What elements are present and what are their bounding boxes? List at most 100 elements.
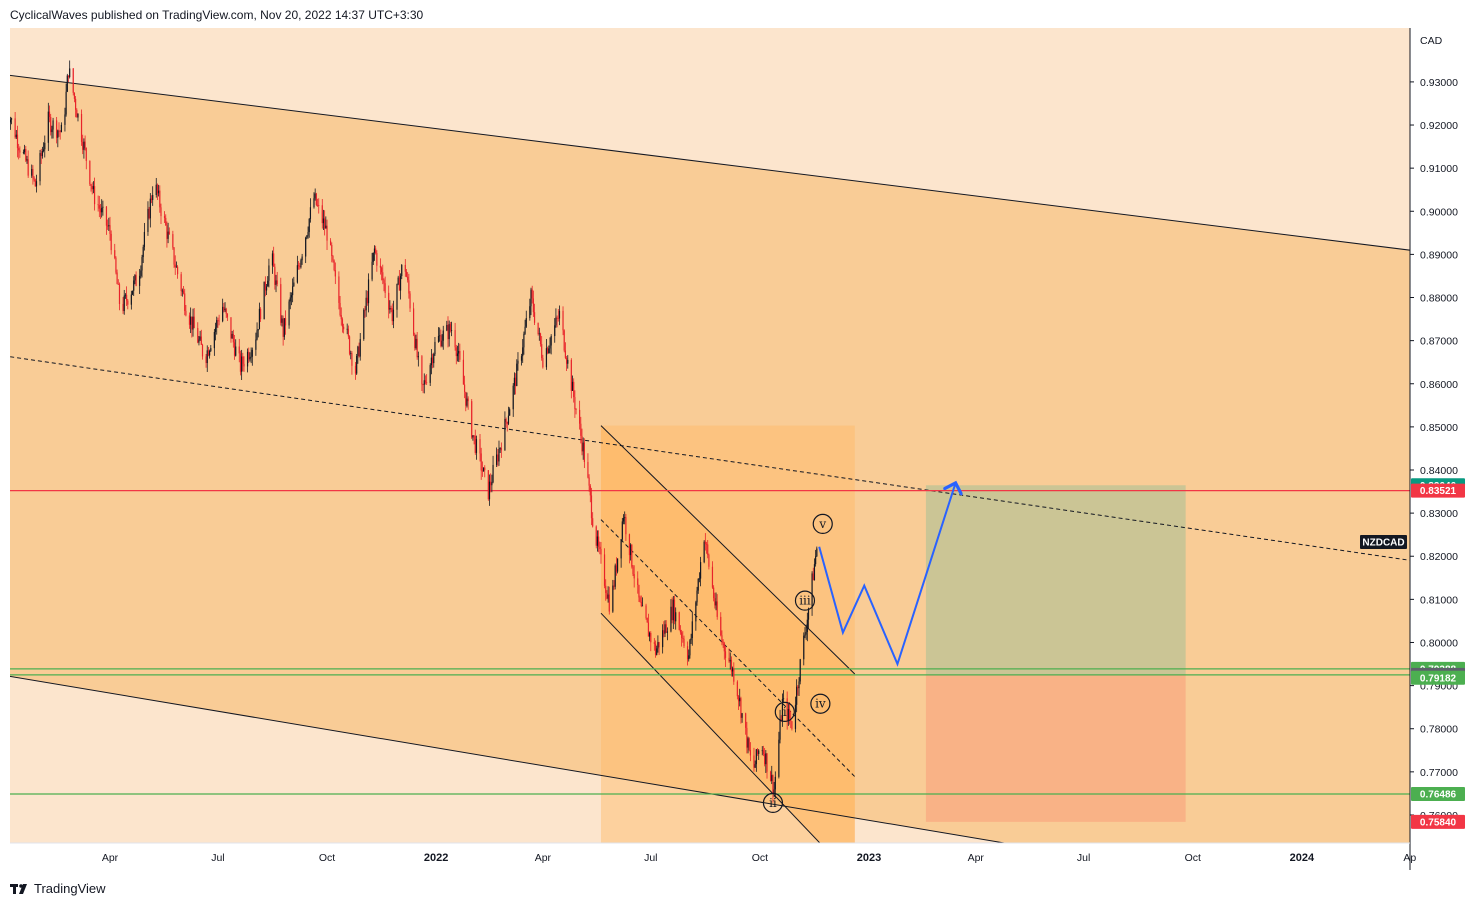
candle-body — [621, 521, 623, 540]
candle-body — [366, 297, 368, 304]
candle-body — [243, 363, 245, 367]
candle-body — [98, 205, 100, 209]
candle-body — [522, 347, 524, 357]
candle-body — [239, 353, 242, 372]
candle-body — [280, 284, 282, 323]
candle-body — [379, 265, 381, 268]
candle-body — [140, 270, 142, 276]
candle-body — [185, 310, 187, 316]
candle-body — [321, 205, 323, 224]
wave-projection-path[interactable] — [818, 483, 955, 667]
candle-body — [109, 225, 111, 234]
y-tick-label: 0.83000 — [1420, 508, 1458, 520]
candle-body — [257, 329, 259, 331]
candle-body — [332, 256, 334, 261]
candle-body — [139, 275, 141, 286]
candle-body — [539, 333, 542, 345]
candle-body — [753, 755, 755, 768]
candle-body — [301, 256, 303, 261]
wave-label-v[interactable]: v — [812, 513, 833, 534]
wave-label-ii[interactable]: ii — [762, 792, 784, 813]
candle-body — [647, 622, 650, 637]
candle-body — [737, 696, 740, 702]
candle-body — [209, 350, 211, 356]
candle-body — [530, 289, 532, 307]
candle-body — [439, 335, 441, 337]
candle-body — [787, 709, 789, 721]
candle-body — [142, 246, 144, 258]
candle-body — [614, 565, 616, 587]
candle-body — [167, 231, 169, 239]
candle-body — [347, 328, 349, 337]
candle-body — [309, 207, 312, 219]
candle-body — [35, 181, 38, 187]
candle-body — [222, 306, 224, 322]
candle-body — [574, 397, 576, 410]
candle-body — [723, 643, 725, 652]
candle-body — [736, 681, 738, 697]
wave-label-iv[interactable]: iv — [810, 693, 831, 714]
candle-body — [255, 339, 257, 350]
inner-channel-fill — [600, 425, 855, 843]
profit-zone[interactable] — [925, 485, 1186, 675]
candle-body — [550, 336, 552, 346]
candle-body — [248, 351, 250, 360]
candle-body — [231, 333, 233, 339]
price-label-text: 0.83521 — [1420, 486, 1457, 497]
candle-body — [10, 119, 11, 123]
candle-body — [334, 270, 336, 277]
inner-channel-lower-line[interactable] — [600, 612, 880, 906]
wave-label-text: iii — [799, 594, 811, 608]
candle-body — [32, 168, 34, 178]
inner-channel-upper-line[interactable] — [600, 425, 856, 675]
candle-body — [613, 585, 615, 587]
candle-body — [413, 308, 415, 335]
x-tick-label: Jul — [211, 852, 224, 864]
candle-body — [713, 587, 715, 599]
candle-body — [313, 198, 315, 208]
candle-body — [562, 310, 564, 331]
candle-body — [716, 601, 718, 617]
candle-body — [788, 709, 791, 719]
candle-body — [192, 316, 194, 330]
wave-label-i[interactable]: i — [774, 701, 795, 723]
candle-body — [118, 284, 121, 304]
candle-body — [570, 359, 572, 391]
candle-body — [525, 318, 527, 327]
candle-body — [141, 257, 143, 271]
candle-body — [696, 590, 698, 603]
candle-body — [479, 439, 481, 454]
candle-body — [516, 363, 518, 387]
candle-body — [19, 150, 21, 153]
candle-body — [433, 354, 435, 364]
wave-label-text: i — [783, 705, 787, 719]
candle-body — [230, 317, 232, 339]
loss-zone[interactable] — [925, 674, 1186, 822]
candle-body — [678, 612, 680, 630]
price-label-bg — [1411, 670, 1465, 685]
wave-label-iii[interactable]: iii — [794, 590, 816, 611]
candle-body — [496, 454, 498, 465]
big-channel-upper-line[interactable] — [3, 74, 1426, 253]
candle-body — [778, 739, 780, 777]
big-channel-midline[interactable] — [3, 356, 1426, 563]
candle-body — [316, 204, 319, 206]
candle-body — [592, 518, 594, 527]
candle-body — [126, 294, 128, 301]
candle-body — [582, 442, 584, 452]
candle-body — [117, 284, 119, 285]
tradingview-footer[interactable]: TradingView — [10, 881, 106, 896]
candle-body — [631, 544, 633, 567]
candle-body — [612, 585, 614, 612]
candle-body — [558, 310, 561, 319]
candle-body — [155, 184, 157, 195]
candle-body — [639, 597, 641, 602]
symbol-tag[interactable]: NZDCAD — [1360, 535, 1407, 550]
candle-body — [56, 120, 58, 138]
candle-body — [265, 286, 268, 291]
candle-body — [346, 328, 348, 330]
candle-body — [166, 225, 168, 239]
candle-body — [306, 235, 308, 238]
